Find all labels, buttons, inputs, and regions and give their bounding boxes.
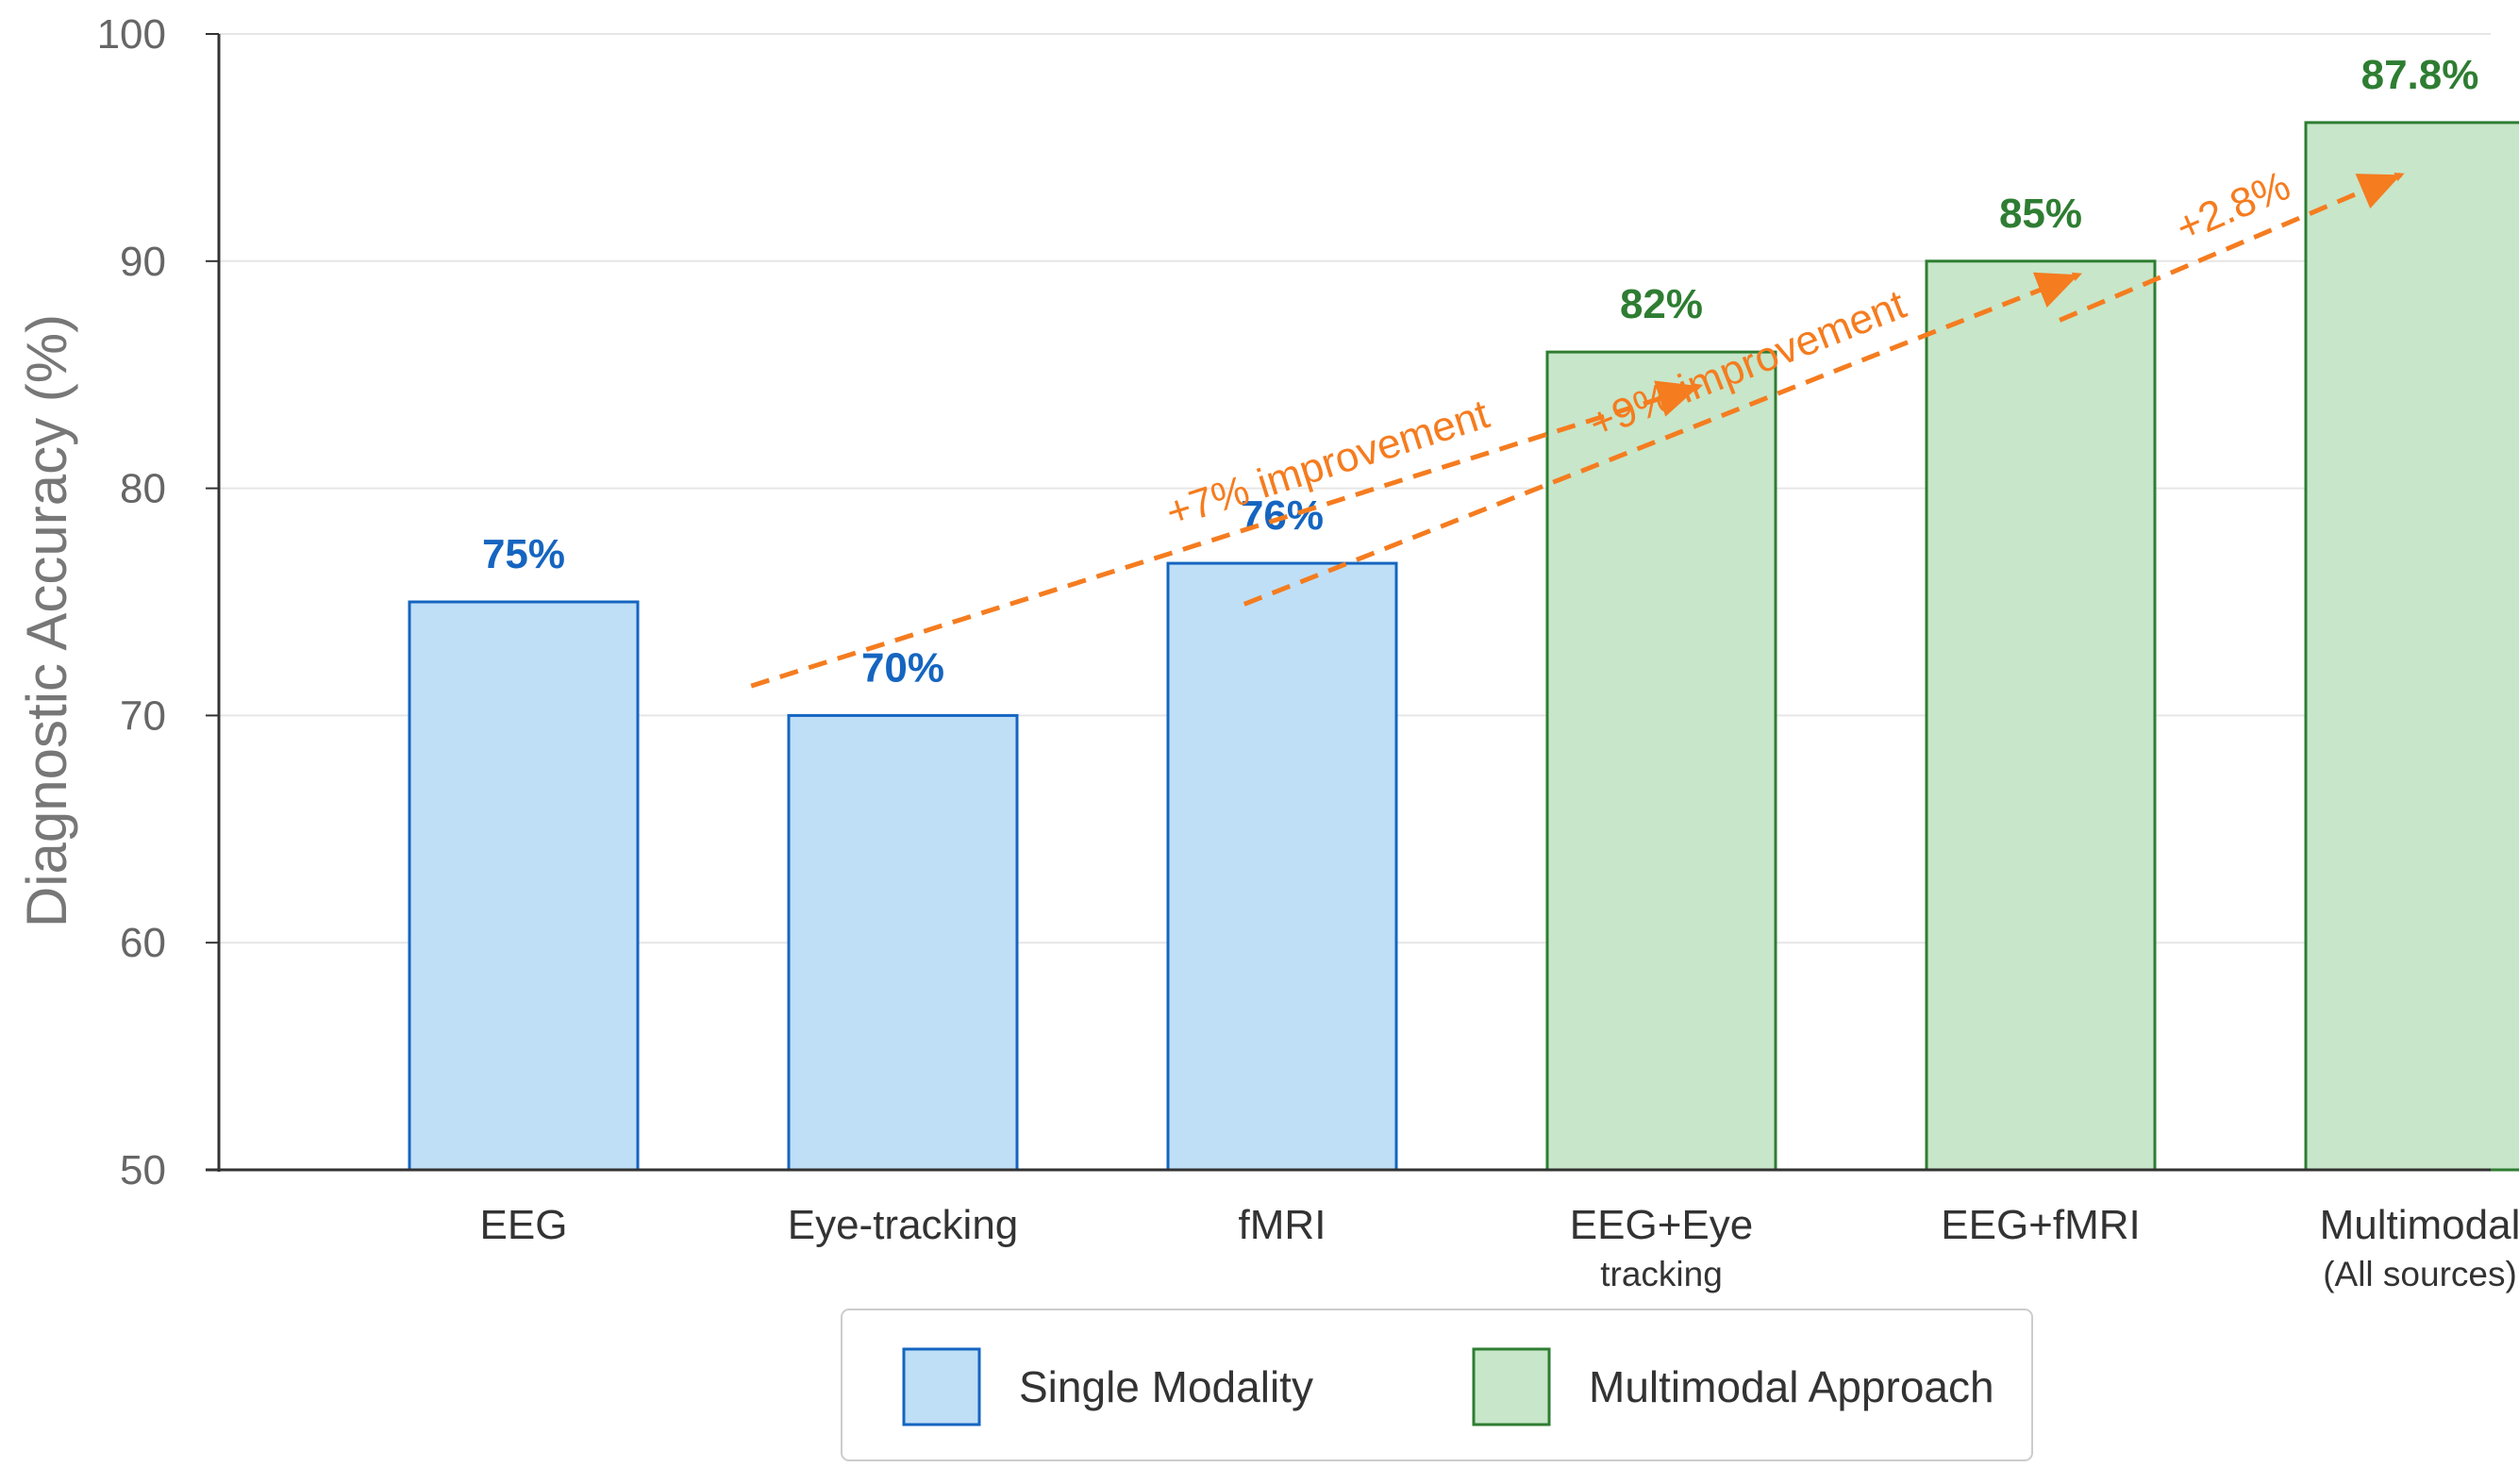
legend-swatch bbox=[1472, 1347, 1551, 1426]
legend-label: Single Modality bbox=[1019, 1362, 1313, 1411]
bar bbox=[1545, 350, 1777, 1172]
category-sublabel: (All sources) bbox=[2323, 1255, 2517, 1293]
bar bbox=[1166, 561, 1398, 1172]
axes: 50 60 70 80 90 100 bbox=[97, 11, 2491, 1193]
bar bbox=[1925, 259, 2157, 1172]
y-tick-label: 50 bbox=[120, 1147, 166, 1193]
y-tick-label: 90 bbox=[120, 239, 166, 285]
category-label: EEG bbox=[480, 1202, 568, 1248]
y-tick-label: 70 bbox=[120, 692, 166, 739]
y-axis-label: Diagnostic Accuracy (%) bbox=[15, 314, 78, 927]
bar bbox=[2304, 121, 2519, 1172]
annotation-label: +2.8% bbox=[2169, 162, 2296, 251]
legend-box bbox=[841, 1309, 2033, 1461]
arrow-head bbox=[2032, 272, 2079, 308]
category-label: EEG+Eye bbox=[1570, 1202, 1753, 1248]
category-label: EEG+fMRI bbox=[1941, 1202, 2141, 1248]
bar bbox=[408, 600, 640, 1172]
bar-value-label: 85% bbox=[1999, 191, 2082, 237]
arrow-head bbox=[1654, 380, 1700, 417]
bar-value-label: 82% bbox=[1620, 281, 1703, 327]
bar-value-label: 70% bbox=[861, 644, 944, 691]
improvement-arrow bbox=[2059, 172, 2405, 323]
legend: Single Modality Multimodal Approach bbox=[841, 1309, 2033, 1461]
annotation-label: +7% improvement bbox=[1160, 391, 1494, 536]
y-tick-label: 80 bbox=[120, 466, 166, 512]
value-labels: 75%70%76%82%85%87.8% bbox=[482, 52, 2478, 691]
category-sublabel: tracking bbox=[1600, 1255, 1723, 1293]
category-label: fMRI bbox=[1239, 1202, 1326, 1248]
improvement-arrow bbox=[750, 383, 1704, 689]
bars bbox=[408, 121, 2519, 1172]
category-label: Multimodal bbox=[2320, 1202, 2519, 1248]
bar-value-label: 87.8% bbox=[2361, 52, 2479, 98]
legend-swatch bbox=[902, 1347, 981, 1426]
y-tick-label: 100 bbox=[97, 11, 166, 58]
category-label: Eye-tracking bbox=[788, 1202, 1019, 1248]
arrow-head bbox=[2355, 174, 2401, 208]
category-labels: EEG Eye-tracking fMRI EEG+Eye tracking EEG+fM… bbox=[480, 1202, 2519, 1293]
y-tick-label: 60 bbox=[120, 920, 166, 966]
legend-label: Multimodal Approach bbox=[1589, 1362, 1994, 1411]
bar bbox=[787, 713, 1019, 1172]
bar-value-label: 75% bbox=[482, 531, 565, 577]
